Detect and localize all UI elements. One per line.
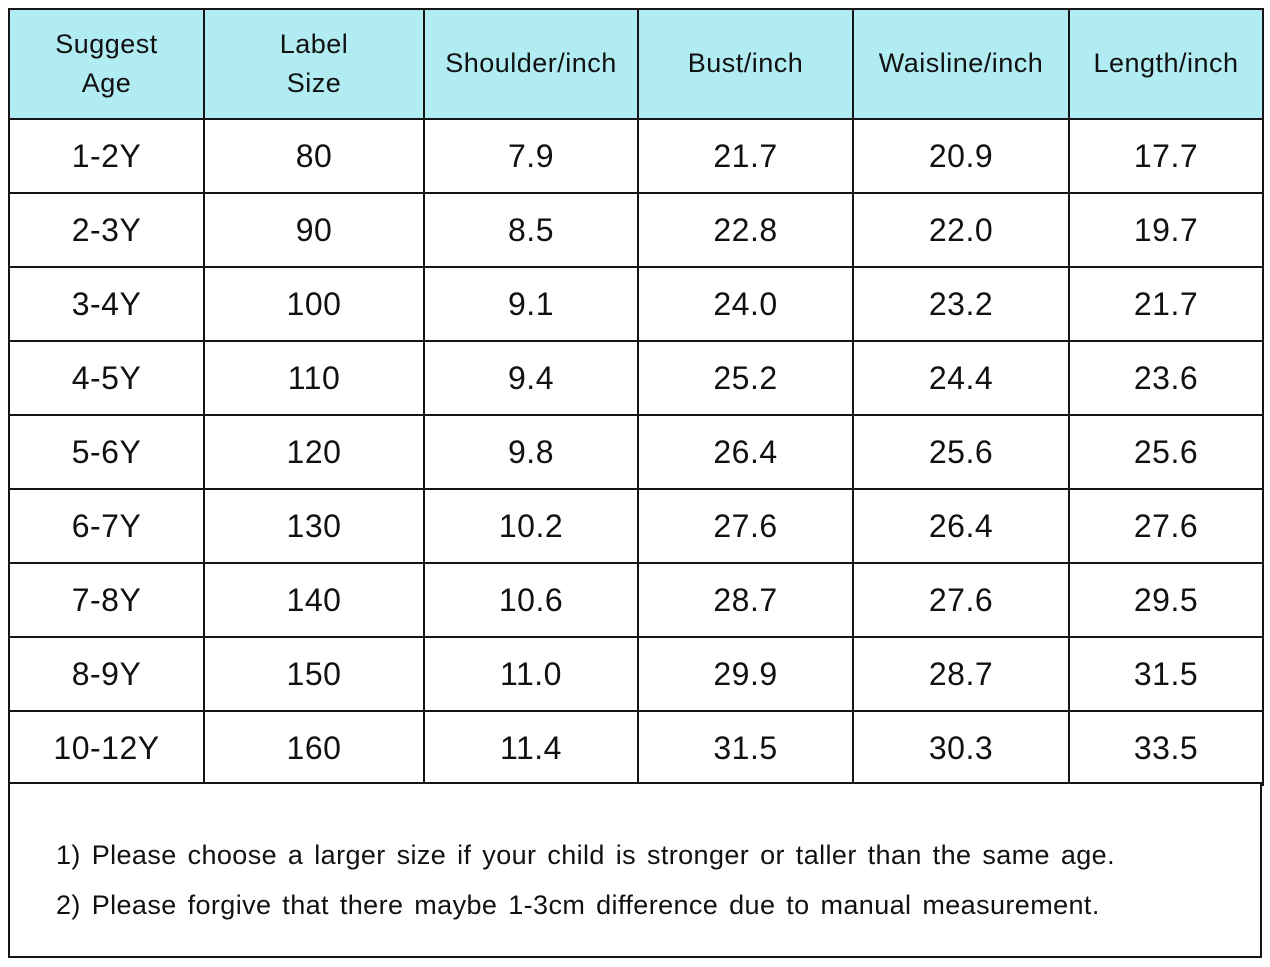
cell-age: 3-4Y [8,266,205,342]
cell-size: 120 [203,414,425,490]
header-bust: Bust/inch [637,8,854,120]
cell-waisline: 27.6 [852,562,1070,638]
cell-age: 6-7Y [8,488,205,564]
cell-length: 31.5 [1068,636,1264,712]
table-row: 10-12Y 160 11.4 31.5 30.3 33.5 [8,710,1264,786]
table-row: 2-3Y 90 8.5 22.8 22.0 19.7 [8,192,1264,268]
note-2: 2) Please forgive that there maybe 1-3cm… [56,890,1100,920]
cell-age: 10-12Y [8,710,205,786]
cell-shoulder: 9.8 [423,414,639,490]
cell-size: 90 [203,192,425,268]
cell-bust: 24.0 [637,266,854,342]
cell-size: 110 [203,340,425,416]
cell-age: 4-5Y [8,340,205,416]
cell-size: 150 [203,636,425,712]
table-row: 5-6Y 120 9.8 26.4 25.6 25.6 [8,414,1264,490]
note-1: 1) Please choose a larger size if your c… [56,840,1115,870]
header-label-size-line2: Size [286,68,342,98]
header-suggest-age-line1: Suggest [55,28,158,59]
cell-bust: 27.6 [637,488,854,564]
table-row: 8-9Y 150 11.0 29.9 28.7 31.5 [8,636,1264,712]
cell-age: 1-2Y [8,118,205,194]
cell-bust: 31.5 [637,710,854,786]
cell-bust: 29.9 [637,636,854,712]
header-suggest-age: Suggest Age [8,8,205,120]
cell-waisline: 23.2 [852,266,1070,342]
table-row: 3-4Y 100 9.1 24.0 23.2 21.7 [8,266,1264,342]
size-table: Suggest Age Label Size Shoulder/inch Bus… [8,8,1264,786]
table-row: 6-7Y 130 10.2 27.6 26.4 27.6 [8,488,1264,564]
cell-shoulder: 7.9 [423,118,639,194]
table-row: 4-5Y 110 9.4 25.2 24.4 23.6 [8,340,1264,416]
cell-size: 130 [203,488,425,564]
cell-waisline: 22.0 [852,192,1070,268]
cell-waisline: 25.6 [852,414,1070,490]
cell-age: 2-3Y [8,192,205,268]
cell-length: 27.6 [1068,488,1264,564]
header-shoulder: Shoulder/inch [423,8,639,120]
cell-waisline: 30.3 [852,710,1070,786]
cell-bust: 28.7 [637,562,854,638]
cell-size: 140 [203,562,425,638]
cell-bust: 22.8 [637,192,854,268]
notes-box: 1) Please choose a larger size if your c… [8,782,1262,958]
cell-shoulder: 9.1 [423,266,639,342]
header-label-size: Label Size [203,8,425,120]
cell-age: 7-8Y [8,562,205,638]
header-waisline: Waisline/inch [852,8,1070,120]
cell-length: 23.6 [1068,340,1264,416]
header-row: Suggest Age Label Size Shoulder/inch Bus… [8,8,1264,120]
cell-length: 19.7 [1068,192,1264,268]
cell-waisline: 24.4 [852,340,1070,416]
cell-size: 100 [203,266,425,342]
cell-length: 25.6 [1068,414,1264,490]
cell-bust: 26.4 [637,414,854,490]
cell-size: 80 [203,118,425,194]
cell-shoulder: 11.0 [423,636,639,712]
header-length: Length/inch [1068,8,1264,120]
cell-shoulder: 9.4 [423,340,639,416]
cell-age: 5-6Y [8,414,205,490]
cell-waisline: 28.7 [852,636,1070,712]
cell-waisline: 26.4 [852,488,1070,564]
cell-shoulder: 8.5 [423,192,639,268]
header-suggest-age-line2: Age [81,68,132,98]
cell-shoulder: 10.2 [423,488,639,564]
cell-waisline: 20.9 [852,118,1070,194]
cell-length: 33.5 [1068,710,1264,786]
header-label-size-line1: Label [279,28,349,59]
table-row: 1-2Y 80 7.9 21.7 20.9 17.7 [8,118,1264,194]
cell-shoulder: 11.4 [423,710,639,786]
cell-bust: 25.2 [637,340,854,416]
cell-age: 8-9Y [8,636,205,712]
table-row: 7-8Y 140 10.6 28.7 27.6 29.5 [8,562,1264,638]
cell-length: 29.5 [1068,562,1264,638]
cell-bust: 21.7 [637,118,854,194]
cell-length: 21.7 [1068,266,1264,342]
cell-size: 160 [203,710,425,786]
cell-length: 17.7 [1068,118,1264,194]
cell-shoulder: 10.6 [423,562,639,638]
